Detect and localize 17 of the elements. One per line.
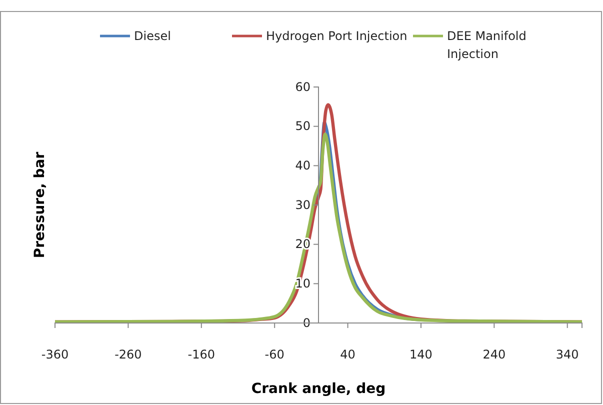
x-tick-label: -260 — [114, 348, 142, 362]
x-tick-label: -360 — [41, 348, 69, 362]
x-tick-label: 40 — [340, 348, 356, 362]
y-axis-title: Pressure, bar — [32, 152, 48, 258]
y-tick-label: 30 — [295, 198, 310, 212]
x-tick-label: 340 — [556, 348, 579, 362]
y-tick-label: 40 — [295, 158, 310, 173]
x-tick-label: 240 — [482, 348, 506, 362]
x-axis-title: Crank angle, deg — [251, 381, 386, 397]
y-tick-label: 60 — [295, 80, 310, 94]
y-tick-label: 50 — [295, 119, 310, 134]
legend-label: Hydrogen Port Injection — [266, 29, 408, 43]
x-tick-label: 140 — [410, 348, 432, 362]
x-tick-label: -60 — [264, 348, 284, 362]
x-tick-label: -160 — [188, 348, 216, 362]
legend-label: DEE Manifold Injection — [447, 29, 526, 61]
legend-label: Diesel — [134, 29, 171, 43]
